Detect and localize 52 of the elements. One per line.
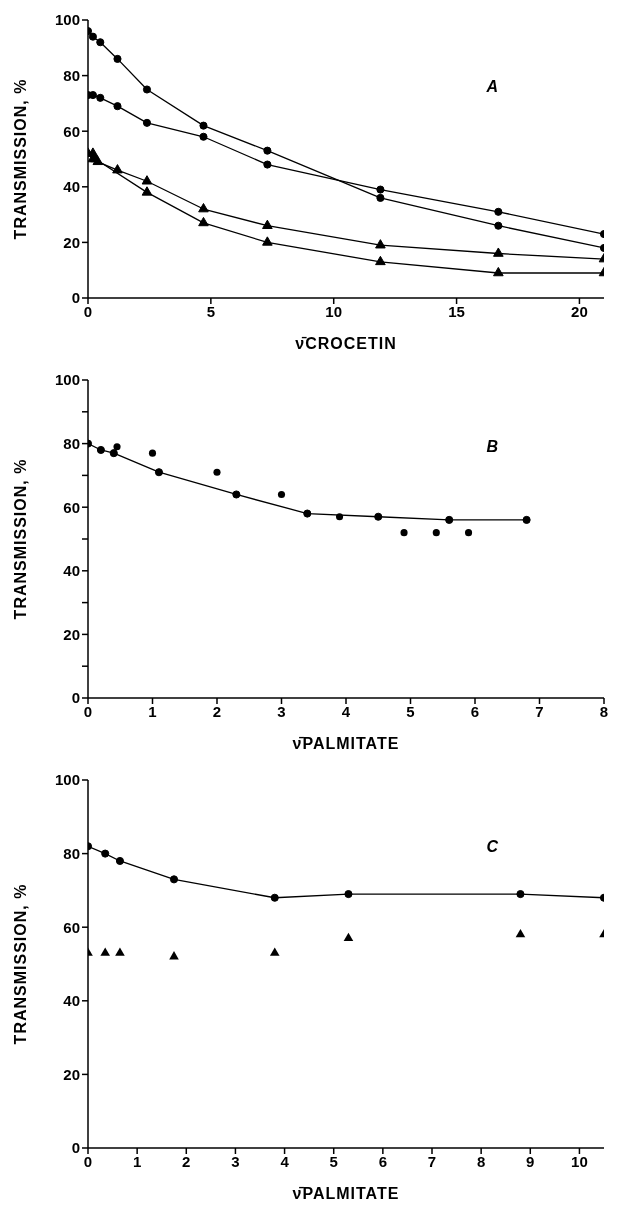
x-tick-label: 7 xyxy=(535,702,544,720)
y-axis-title: TRANSMISSION, % xyxy=(11,883,29,1045)
annotation: A xyxy=(486,78,498,96)
y-tick-label: 100 xyxy=(54,11,80,29)
y-tick-label: 20 xyxy=(63,625,80,643)
annotation: B xyxy=(486,438,498,456)
y-tick-label: 100 xyxy=(54,371,80,389)
x-tick-label: 2 xyxy=(182,1152,191,1170)
x-axis-title: ν̄CROCETIN xyxy=(295,335,397,353)
x-tick-label: 20 xyxy=(571,302,588,320)
x-tick-label: 6 xyxy=(470,702,480,720)
y-tick-label: 80 xyxy=(63,434,80,452)
x-tick-label: 4 xyxy=(341,702,351,720)
x-tick-label: 0 xyxy=(83,1152,93,1170)
y-tick-label: 100 xyxy=(54,771,80,789)
x-tick-label: 7 xyxy=(427,1152,437,1170)
y-tick-label: 0 xyxy=(71,1139,80,1157)
x-tick-label: 15 xyxy=(448,302,465,320)
x-tick-label: 5 xyxy=(329,1152,338,1170)
y-tick-label: 0 xyxy=(71,689,80,707)
x-tick-label: 3 xyxy=(277,702,286,720)
x-tick-label: 0 xyxy=(83,702,93,720)
x-tick-label: 8 xyxy=(599,702,609,720)
y-tick-label: 20 xyxy=(63,233,80,251)
x-tick-label: 6 xyxy=(378,1152,388,1170)
y-axis-title: TRANSMISSION, % xyxy=(11,78,29,240)
x-tick-label: 8 xyxy=(476,1152,486,1170)
x-tick-label: 1 xyxy=(148,702,157,720)
x-tick-label: 2 xyxy=(212,702,222,720)
y-tick-label: 0 xyxy=(71,289,80,307)
y-tick-label: 80 xyxy=(63,66,80,84)
y-tick-label: 60 xyxy=(63,498,80,516)
x-tick-label: 1 xyxy=(132,1152,142,1170)
x-tick-label: 4 xyxy=(280,1152,290,1170)
annotation: C xyxy=(486,838,498,856)
y-axis-title: TRANSMISSION, % xyxy=(11,458,29,620)
x-tick-label: 9 xyxy=(526,1152,535,1170)
x-tick-label: 5 xyxy=(206,302,216,320)
y-tick-label: 80 xyxy=(63,844,80,862)
x-tick-label: 10 xyxy=(325,302,343,320)
x-tick-label: 0 xyxy=(83,302,93,320)
x-tick-label: 10 xyxy=(571,1152,588,1170)
y-tick-label: 60 xyxy=(63,918,80,936)
y-tick-label: 40 xyxy=(63,992,80,1010)
y-tick-label: 40 xyxy=(63,178,80,196)
x-tick-label: 5 xyxy=(406,702,415,720)
y-tick-label: 60 xyxy=(63,122,80,140)
y-tick-label: 40 xyxy=(63,562,80,580)
x-tick-label: 3 xyxy=(231,1152,240,1170)
x-axis-title: ν̄PALMITATE xyxy=(292,735,400,753)
x-axis-title: ν̄PALMITATE xyxy=(292,1185,400,1203)
y-tick-label: 20 xyxy=(63,1065,80,1083)
